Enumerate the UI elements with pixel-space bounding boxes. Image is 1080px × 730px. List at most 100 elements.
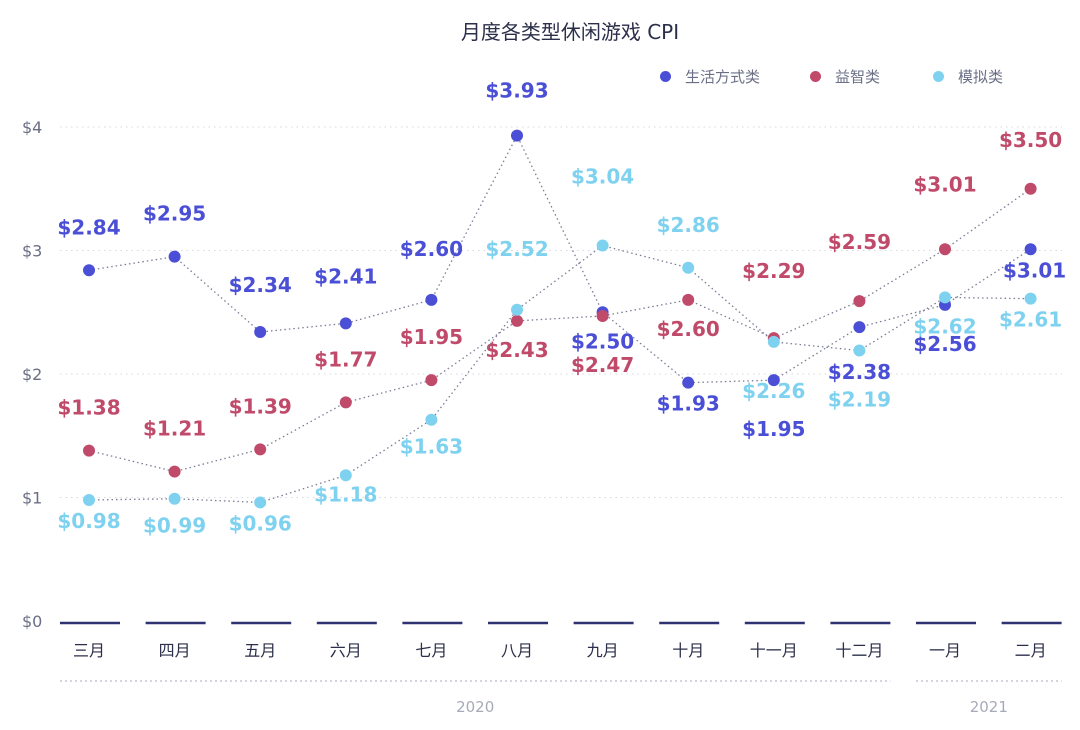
data-point xyxy=(83,493,95,506)
data-label: $2.86 xyxy=(657,213,720,237)
x-tick-label: 四月 xyxy=(159,641,191,660)
x-tick-label: 十一月 xyxy=(750,641,798,660)
data-label: $0.99 xyxy=(143,514,206,538)
legend-dot-icon xyxy=(810,71,821,82)
year-label: 2021 xyxy=(970,698,1008,716)
series-line-puzzle xyxy=(88,188,1031,473)
year-label: 2020 xyxy=(456,698,494,716)
data-point xyxy=(168,492,181,505)
data-label: $2.62 xyxy=(913,314,976,338)
legend-item-puzzle: 益智类 xyxy=(810,66,880,87)
data-point xyxy=(853,321,866,334)
data-label: $2.61 xyxy=(999,308,1062,332)
data-point xyxy=(682,376,695,389)
data-label: $2.50 xyxy=(571,329,634,353)
x-tick-label: 三月 xyxy=(73,641,105,660)
legend-label: 生活方式类 xyxy=(685,68,761,86)
data-point xyxy=(511,303,523,316)
data-label: $1.93 xyxy=(657,392,720,416)
data-label: $2.60 xyxy=(400,237,463,261)
data-point xyxy=(596,239,609,252)
x-tick-label: 二月 xyxy=(1015,641,1047,660)
x-tick-label: 七月 xyxy=(415,641,447,660)
data-label: $2.84 xyxy=(57,215,120,239)
data-label: $1.38 xyxy=(57,396,120,420)
x-tick-label: 十月 xyxy=(672,641,704,660)
data-label: $2.26 xyxy=(742,379,805,403)
data-label: $1.77 xyxy=(314,347,377,371)
data-point xyxy=(425,374,438,387)
data-label: $2.43 xyxy=(485,338,548,362)
data-point xyxy=(254,496,267,509)
data-point xyxy=(254,443,267,456)
data-point xyxy=(254,326,267,339)
data-point xyxy=(682,293,695,306)
data-label: $0.98 xyxy=(57,509,120,533)
data-point xyxy=(339,396,352,409)
data-point xyxy=(511,129,523,142)
data-point xyxy=(682,261,695,274)
legend-dot-icon xyxy=(660,71,671,82)
y-tick-label: $2 xyxy=(22,365,42,384)
data-point xyxy=(1024,243,1037,256)
data-point xyxy=(83,264,95,277)
data-label: $1.63 xyxy=(400,435,463,459)
data-label: $2.52 xyxy=(485,237,548,261)
data-point xyxy=(339,317,352,330)
data-label: $2.56 xyxy=(913,332,976,356)
legend-item-simulation: 模拟类 xyxy=(933,66,1003,87)
y-tick-label: $4 xyxy=(22,118,42,137)
data-label: $0.96 xyxy=(229,511,292,535)
data-point xyxy=(425,413,438,426)
data-point xyxy=(939,243,951,256)
y-tick-label: $3 xyxy=(22,242,42,261)
data-point xyxy=(168,465,181,478)
data-label: $2.29 xyxy=(742,259,805,283)
data-label: $3.01 xyxy=(1003,258,1066,282)
data-label: $2.19 xyxy=(828,388,891,412)
data-label: $2.41 xyxy=(314,264,377,288)
data-point xyxy=(767,335,780,348)
legend-label: 模拟类 xyxy=(958,68,1004,86)
data-label: $1.95 xyxy=(742,417,805,441)
data-point xyxy=(168,250,181,263)
data-label: $3.04 xyxy=(571,165,634,189)
x-tick-label: 八月 xyxy=(501,641,533,660)
data-point xyxy=(511,314,523,327)
data-label: $2.59 xyxy=(828,230,891,254)
data-label: $1.95 xyxy=(400,325,463,349)
data-label: $1.39 xyxy=(229,394,292,418)
data-point xyxy=(853,295,866,308)
data-point xyxy=(83,444,95,457)
data-point xyxy=(1024,182,1037,195)
y-tick-label: $0 xyxy=(22,612,42,631)
data-label: $2.95 xyxy=(143,202,206,226)
data-point xyxy=(425,293,438,306)
data-point xyxy=(853,344,866,357)
chart-title: 月度各类型休闲游戏 CPI xyxy=(460,20,680,44)
y-tick-label: $1 xyxy=(22,489,42,508)
legend-item-lifestyle: 生活方式类 xyxy=(660,66,760,87)
data-label: $2.60 xyxy=(657,317,720,341)
data-label: $3.50 xyxy=(999,128,1062,152)
legend-dot-icon xyxy=(933,71,944,82)
x-tick-label: 九月 xyxy=(587,641,619,660)
data-label: $3.01 xyxy=(913,172,976,196)
x-tick-label: 五月 xyxy=(244,641,276,660)
data-point xyxy=(767,374,780,387)
series-line-simulation xyxy=(88,244,1031,504)
data-label: $1.21 xyxy=(143,417,206,441)
data-label: $1.18 xyxy=(314,482,377,506)
data-point xyxy=(1024,292,1037,305)
data-label: $2.34 xyxy=(229,273,292,297)
data-label: $3.93 xyxy=(485,79,548,103)
x-tick-label: 六月 xyxy=(330,641,362,660)
data-point xyxy=(939,291,951,304)
series-line-lifestyle xyxy=(88,134,1031,384)
data-label: $2.47 xyxy=(571,353,634,377)
data-label: $2.38 xyxy=(828,360,891,384)
data-point xyxy=(339,469,352,482)
x-tick-label: 一月 xyxy=(929,641,961,660)
x-tick-label: 十二月 xyxy=(835,641,883,660)
